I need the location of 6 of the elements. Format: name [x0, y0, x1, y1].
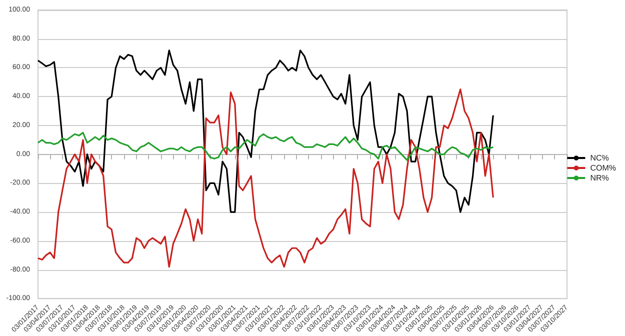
line-series [37, 132, 494, 161]
legend-label: NR% [590, 174, 609, 182]
line-series [37, 50, 494, 213]
legend-label: NC% [590, 154, 609, 162]
line-series [37, 88, 494, 268]
legend-label: COM% [590, 164, 616, 172]
